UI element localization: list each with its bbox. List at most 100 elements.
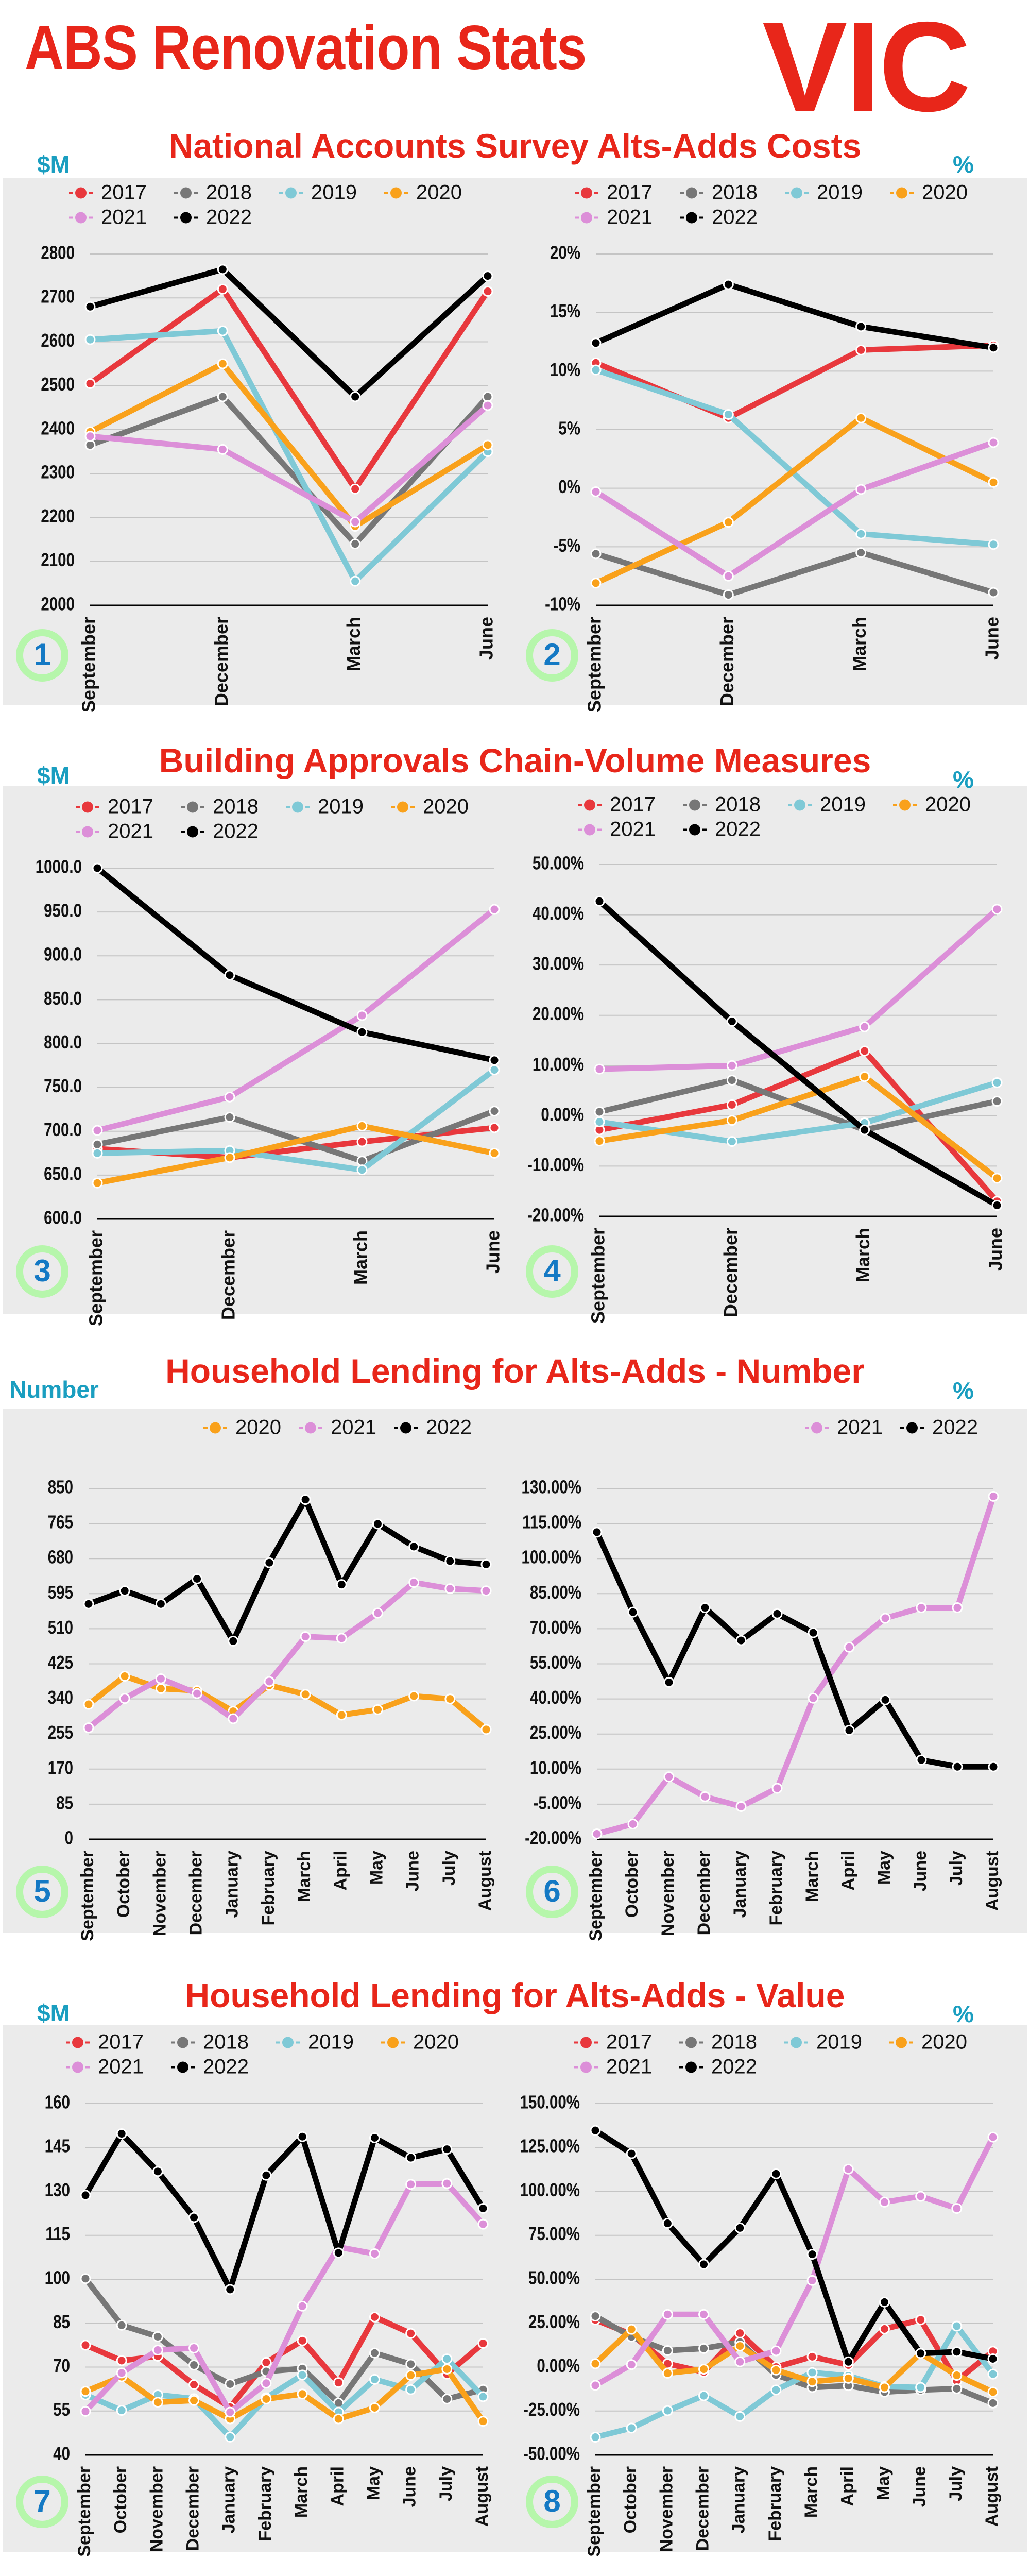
legend-item-2022[interactable]: 2022 [683, 818, 761, 841]
series-line-2022 [89, 266, 490, 400]
y-tick-label: 50.00% [533, 853, 584, 873]
legend-marker-icon [784, 2036, 808, 2048]
legend-item-2018[interactable]: 2018 [679, 2031, 757, 2054]
legend-item-2019[interactable]: 2019 [279, 181, 357, 205]
legend-item-2018[interactable]: 2018 [174, 181, 252, 205]
legend-marker-icon [683, 799, 707, 811]
legend-item-2019[interactable]: 2019 [286, 795, 364, 819]
data-point [405, 2328, 417, 2339]
left-unit-label: $M [37, 151, 70, 178]
legend-item-2020[interactable]: 2020 [381, 2031, 459, 2054]
legend-item-2017[interactable]: 2017 [575, 181, 653, 205]
y-tick-label: 765 [48, 1512, 73, 1532]
data-point [116, 2355, 127, 2366]
data-point [723, 409, 734, 420]
series-2020 [594, 1071, 1003, 1184]
legend-item-2021[interactable]: 2021 [575, 206, 653, 229]
legend-item-2018[interactable]: 2018 [683, 793, 761, 817]
data-point [988, 342, 999, 353]
data-point [356, 1136, 368, 1147]
legend-item-2020[interactable]: 2020 [391, 795, 469, 819]
series-line-2022 [83, 2131, 486, 2293]
legend-item-2022[interactable]: 2022 [174, 206, 252, 229]
series-2021 [591, 1490, 999, 1840]
y-tick-label: 595 [48, 1582, 73, 1602]
left-unit-label: Number [9, 1376, 99, 1403]
data-point [723, 279, 734, 290]
data-point [482, 285, 493, 297]
x-tick-label: September [85, 1230, 107, 1326]
legend-item-2017[interactable]: 2017 [574, 2031, 652, 2054]
legend-item-2020[interactable]: 2020 [890, 181, 968, 205]
chart-1: 2000 2100 2200 2300 2400 2500 2600 2700 2800 Sept… [16, 242, 497, 713]
legend-item-2022[interactable]: 2022 [181, 820, 259, 843]
legend-item-2020[interactable]: 2020 [203, 1416, 281, 1439]
data-point [297, 2131, 308, 2142]
legend-item-2022[interactable]: 2022 [680, 206, 758, 229]
legend-item-2020[interactable]: 2020 [889, 2031, 967, 2054]
data-point [369, 2374, 380, 2385]
data-point [261, 2170, 272, 2181]
legend-marker-icon [680, 187, 703, 199]
data-point [188, 2360, 200, 2371]
legend-item-2018[interactable]: 2018 [171, 2031, 249, 2054]
series-line-2019 [595, 367, 994, 548]
data-point [489, 1064, 500, 1076]
series-2022 [590, 279, 999, 353]
legend-item-2019[interactable]: 2019 [784, 2031, 862, 2054]
legend-item-2022[interactable]: 2022 [679, 2056, 757, 2079]
legend-item-2020[interactable]: 2020 [384, 181, 462, 205]
data-point [350, 391, 361, 402]
data-point [369, 2347, 380, 2359]
data-point [224, 1152, 235, 1163]
data-point [770, 2384, 782, 2396]
legend-item-2018[interactable]: 2018 [181, 795, 259, 819]
legend-item-2019[interactable]: 2019 [788, 793, 866, 817]
y-tick-label: 10.00% [530, 1757, 581, 1777]
legend-marker-icon [679, 2036, 703, 2048]
legend-label: 2019 [311, 181, 357, 204]
legend-label: 2022 [711, 2055, 757, 2078]
legend-item-2017[interactable]: 2017 [66, 2031, 144, 2054]
x-tick-label: January [730, 1851, 750, 1918]
x-tick-label: February [259, 1851, 278, 1926]
series-2022 [590, 2125, 999, 2367]
data-point [441, 2363, 453, 2375]
legend-item-2022[interactable]: 2022 [900, 1416, 978, 1439]
legend-item-2021[interactable]: 2021 [805, 1416, 883, 1439]
legend-marker-icon [394, 1421, 418, 1434]
data-point [372, 1518, 383, 1530]
data-point [482, 439, 493, 451]
data-point [225, 2406, 236, 2418]
legend-item-2021[interactable]: 2021 [76, 820, 153, 843]
x-tick-label: February [766, 1851, 786, 1926]
legend-item-2017[interactable]: 2017 [578, 793, 656, 817]
legend-item-2022[interactable]: 2022 [171, 2056, 249, 2079]
data-point [405, 2152, 417, 2163]
legend-item-2021[interactable]: 2021 [299, 1416, 376, 1439]
series-2020 [92, 1121, 500, 1189]
legend-item-2017[interactable]: 2017 [76, 795, 153, 819]
data-point [350, 538, 361, 550]
legend-label: 2017 [607, 181, 653, 204]
legend-item-2020[interactable]: 2020 [893, 793, 971, 817]
legend-marker-icon [181, 825, 204, 838]
legend-item-2021[interactable]: 2021 [66, 2056, 144, 2079]
y-tick-label: 425 [48, 1652, 73, 1672]
data-point [188, 2395, 200, 2406]
legend-item-2019[interactable]: 2019 [785, 181, 863, 205]
legend-item-2018[interactable]: 2018 [680, 181, 758, 205]
data-point [734, 2328, 746, 2339]
legend-item-2022[interactable]: 2022 [394, 1416, 472, 1439]
legend-item-2017[interactable]: 2017 [69, 181, 147, 205]
legend-item-2021[interactable]: 2021 [574, 2056, 652, 2079]
y-tick-label: -25.00% [523, 2399, 580, 2419]
data-point [879, 2382, 890, 2393]
legend-item-2019[interactable]: 2019 [276, 2031, 354, 2054]
data-point [952, 1602, 963, 1614]
legend-item-2021[interactable]: 2021 [578, 818, 656, 841]
legend-item-2021[interactable]: 2021 [69, 206, 147, 229]
x-tick-label: December [211, 617, 232, 706]
badge-number: 5 [33, 1874, 50, 1908]
data-point [477, 2337, 489, 2349]
